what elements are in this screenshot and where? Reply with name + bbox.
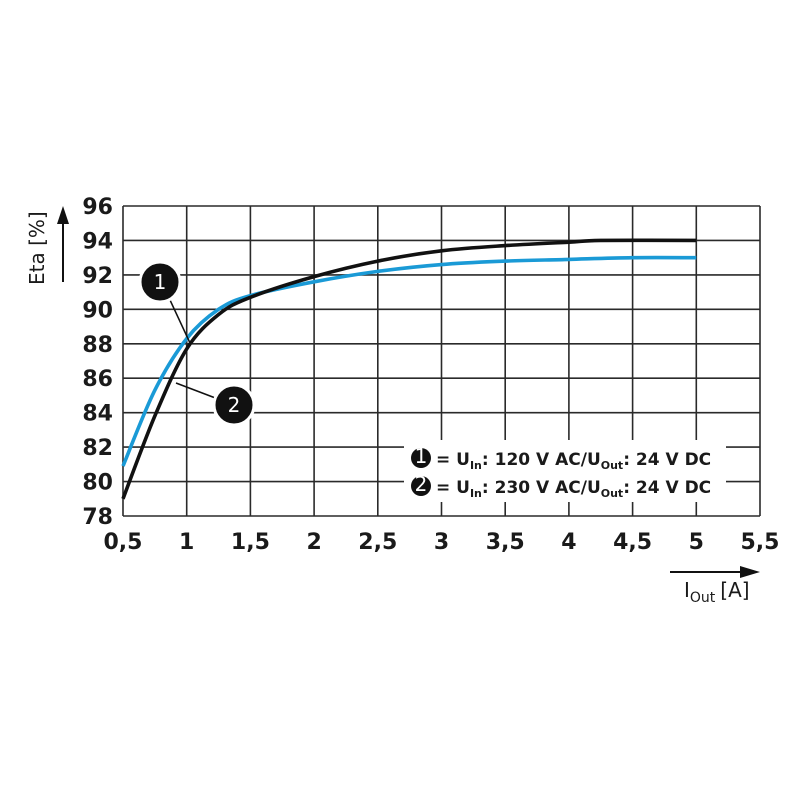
- y-tick-label: 92: [82, 264, 113, 289]
- y-tick-label: 86: [82, 367, 113, 392]
- data-series: [121, 238, 697, 500]
- y-axis-label: Eta [%]: [25, 211, 49, 285]
- legend-background: [404, 440, 726, 502]
- x-tick-label: 3,5: [486, 530, 525, 555]
- x-tick-label: 3: [434, 530, 449, 555]
- x-tick-label: 2: [306, 530, 321, 555]
- svg-text:1: 1: [415, 444, 428, 468]
- y-axis-title: Eta [%]: [25, 206, 69, 285]
- legend-item-2: 2 = UIn: 230 V AC/UOut: 24 V DC: [411, 472, 711, 500]
- svg-text:2: 2: [415, 472, 428, 496]
- x-axis-ticks: 0,5 1 1,5 2 2,5 3 3,5 4 4,5 5 5,5: [104, 530, 780, 555]
- y-tick-label: 78: [82, 505, 113, 530]
- y-tick-label: 96: [82, 195, 113, 220]
- legend: 1 = UIn: 120 V AC/UOut: 24 V DC 2 = UIn:…: [404, 440, 726, 502]
- legend-badge-2-icon: [411, 476, 431, 496]
- y-axis-ticks: 78 80 82 84 86 88 90 92 94 96: [82, 195, 113, 530]
- x-tick-label: 1: [179, 530, 194, 555]
- y-tick-label: 80: [82, 471, 113, 496]
- x-tick-label: 2,5: [358, 530, 397, 555]
- svg-text:2: 2: [228, 393, 241, 417]
- x-tick-label: 4: [561, 530, 576, 555]
- x-tick-label: 1,5: [231, 530, 270, 555]
- y-tick-label: 88: [82, 333, 113, 358]
- series-2-line: [121, 255, 697, 467]
- x-tick-label: 5: [689, 530, 704, 555]
- x-tick-label: 4,5: [613, 530, 652, 555]
- callout-2-badge: 2: [212, 383, 256, 427]
- legend-item-1: 1 = UIn: 120 V AC/UOut: 24 V DC: [411, 444, 711, 472]
- y-tick-label: 90: [82, 298, 113, 323]
- svg-text:= UIn: 230 V AC/UOut: 24 V DC: = UIn: 230 V AC/UOut: 24 V DC: [436, 478, 711, 500]
- y-tick-label: 82: [82, 436, 113, 461]
- callout-1-leader: [169, 299, 191, 344]
- x-tick-label: 5,5: [741, 530, 780, 555]
- svg-text:1: 1: [154, 270, 167, 294]
- series-1-line: [121, 238, 697, 500]
- callout-2-leader: [175, 382, 219, 400]
- x-tick-label: 0,5: [104, 530, 143, 555]
- callout-1-badge: 1: [138, 260, 182, 304]
- svg-text:= UIn: 120 V AC/UOut: 24 V DC: = UIn: 120 V AC/UOut: 24 V DC: [436, 450, 711, 472]
- x-axis-title: IOut [A]: [670, 566, 760, 606]
- y-axis-arrowhead-icon: [57, 206, 69, 224]
- x-axis-arrowhead-icon: [740, 566, 760, 578]
- legend-badge-1-icon: [411, 448, 431, 468]
- y-tick-label: 94: [82, 229, 113, 254]
- x-axis-label: IOut [A]: [684, 578, 750, 606]
- y-tick-label: 84: [82, 402, 113, 427]
